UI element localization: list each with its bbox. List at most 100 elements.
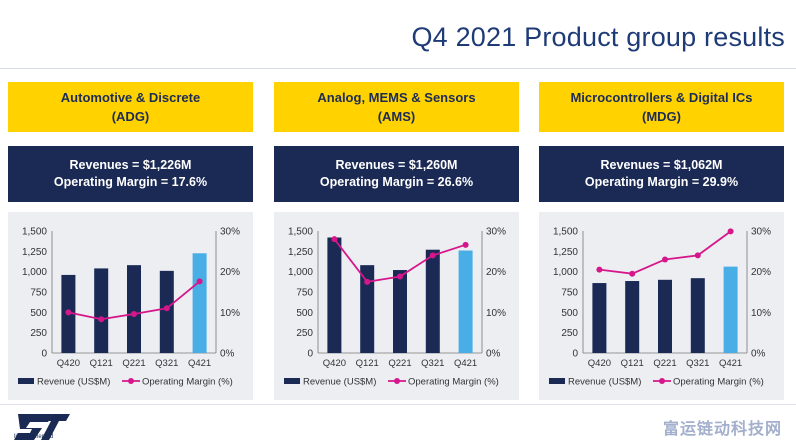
- y-right-tick-label: 20%: [220, 267, 240, 278]
- y-left-tick-label: 1,000: [288, 267, 313, 278]
- revenue-bar: [94, 268, 109, 353]
- margin-text: Operating Margin = 29.9%: [584, 175, 739, 189]
- revenue-margin-chart: 0 250 500 750 1,000 1,250 1,500 0% 10% 20% 30% Q420…: [284, 227, 506, 388]
- y-right-tick-label: 20%: [486, 267, 506, 278]
- legend-swatch-revenue: [18, 378, 34, 384]
- legend-swatch-revenue: [284, 378, 300, 384]
- revenue-text: Revenues = $1,260M: [335, 158, 458, 172]
- x-tick-label: Q221: [653, 358, 676, 369]
- x-tick-label: Q420: [323, 358, 346, 369]
- revenue-bar: [425, 249, 440, 353]
- chart-container: 0 250 500 750 1,000 1,250 1,500 0% 10% 20% 30% Q420…: [274, 212, 519, 400]
- margin-point: [331, 236, 338, 243]
- page-title: Q4 2021 Product group results: [411, 22, 785, 52]
- y-right-tick-label: 0%: [220, 349, 235, 360]
- y-right-tick-label: 30%: [220, 227, 240, 238]
- revenue-margin-chart: 0 250 500 750 1,000 1,250 1,500 0% 10% 20% 30% Q420…: [549, 227, 771, 388]
- legend-label-revenue: Revenue (US$M): [37, 377, 110, 388]
- panel-header: Microcontrollers & Digital ICs (MDG): [539, 82, 784, 132]
- margin-point: [98, 316, 105, 323]
- panel-header-name: Microcontrollers & Digital ICs: [570, 90, 753, 105]
- margin-text: Operating Margin = 26.6%: [319, 175, 474, 189]
- revenue-bar: [458, 250, 473, 353]
- revenue-bar: [159, 270, 174, 353]
- revenue-bar: [360, 265, 375, 353]
- legend-label-margin: Operating Margin (%): [673, 377, 764, 388]
- revenue-bar: [127, 265, 141, 353]
- y-left-tick-label: 500: [296, 308, 313, 319]
- x-tick-label: Q121: [356, 358, 379, 369]
- x-tick-label: Q321: [421, 358, 444, 369]
- y-left-tick-label: 1,500: [22, 227, 47, 238]
- y-left-tick-label: 1,250: [288, 247, 313, 258]
- revenue-bar: [625, 281, 640, 353]
- y-left-tick-label: 750: [561, 288, 578, 299]
- margin-point: [727, 228, 734, 235]
- chart-container: 0 250 500 750 1,000 1,250 1,500 0% 10% 20% 30% Q420…: [539, 212, 784, 400]
- x-tick-label: Q221: [388, 358, 411, 369]
- kpi-box: Revenues = $1,260M Operating Margin = 26…: [274, 146, 519, 202]
- legend-label-margin: Operating Margin (%): [142, 377, 233, 388]
- x-tick-label: Q321: [686, 358, 709, 369]
- revenue-bar: [690, 278, 705, 353]
- margin-point: [429, 252, 436, 259]
- panel-ams: Analog, MEMS & Sensors (AMS) Revenues = …: [274, 82, 519, 400]
- legend-swatch-revenue: [549, 378, 565, 384]
- margin-point: [596, 266, 603, 273]
- panel-header-code: (MDG): [642, 109, 681, 124]
- legend-swatch-margin-marker: [394, 378, 400, 384]
- legend-swatch-margin-marker: [659, 378, 665, 384]
- y-left-tick-label: 1,500: [553, 227, 578, 238]
- x-tick-label: Q421: [188, 358, 211, 369]
- y-left-tick-label: 250: [296, 328, 313, 339]
- y-right-tick-label: 30%: [751, 227, 771, 238]
- panel-header: Analog, MEMS & Sensors (AMS): [274, 82, 519, 132]
- margin-point: [131, 310, 137, 317]
- y-left-tick-label: 750: [30, 288, 47, 299]
- x-tick-label: Q421: [719, 358, 742, 369]
- y-left-tick-label: 500: [561, 308, 578, 319]
- revenue-bar: [723, 266, 738, 353]
- y-right-tick-label: 20%: [751, 267, 771, 278]
- y-right-tick-label: 10%: [751, 308, 771, 319]
- y-left-tick-label: 250: [30, 328, 47, 339]
- x-tick-label: Q420: [588, 358, 611, 369]
- y-right-tick-label: 10%: [220, 308, 240, 319]
- x-tick-label: Q121: [621, 358, 644, 369]
- revenue-bar: [658, 279, 672, 353]
- st-logo: [14, 414, 70, 440]
- kpi-box: Revenues = $1,062M Operating Margin = 29…: [539, 146, 784, 202]
- kpi-box: Revenues = $1,226M Operating Margin = 17…: [8, 146, 253, 202]
- chart-container: 0 250 500 750 1,000 1,250 1,500 0% 10% 20% 30% Q420…: [8, 212, 253, 400]
- y-left-tick-label: 0: [307, 349, 313, 360]
- margin-point: [65, 309, 72, 316]
- y-left-tick-label: 1,250: [553, 247, 578, 258]
- revenue-text: Revenues = $1,062M: [600, 158, 723, 172]
- panel-header-name: Analog, MEMS & Sensors: [317, 90, 476, 105]
- revenue-bar: [192, 253, 207, 353]
- y-right-tick-label: 30%: [486, 227, 506, 238]
- panel-header: Automotive & Discrete (ADG): [8, 82, 253, 132]
- legend-label-revenue: Revenue (US$M): [568, 377, 641, 388]
- x-tick-label: Q221: [122, 358, 145, 369]
- y-left-tick-label: 1,000: [553, 267, 578, 278]
- y-left-tick-label: 1,000: [22, 267, 47, 278]
- footer-divider: [0, 404, 796, 405]
- revenue-margin-chart: 0 250 500 750 1,000 1,250 1,500 0% 10% 20% 30% Q420…: [18, 227, 240, 388]
- panel-header-code: (ADG): [111, 109, 150, 124]
- margin-line: [599, 230, 732, 275]
- legend-label-revenue: Revenue (US$M): [303, 377, 376, 388]
- revenue-text: Revenues = $1,226M: [69, 158, 192, 172]
- legend-label-margin: Operating Margin (%): [408, 377, 499, 388]
- y-right-tick-label: 0%: [486, 349, 501, 360]
- margin-point: [629, 270, 636, 277]
- revenue-bar: [393, 270, 407, 353]
- margin-point: [694, 252, 701, 259]
- x-tick-label: Q321: [155, 358, 178, 369]
- margin-point: [196, 278, 203, 285]
- panel-mdg: Microcontrollers & Digital ICs (MDG) Rev…: [539, 82, 784, 400]
- revenue-bar: [592, 283, 607, 353]
- watermark-text: 富运链动科技网: [662, 421, 782, 438]
- panel-header-code: (AMS): [377, 109, 416, 124]
- y-left-tick-label: 500: [30, 308, 47, 319]
